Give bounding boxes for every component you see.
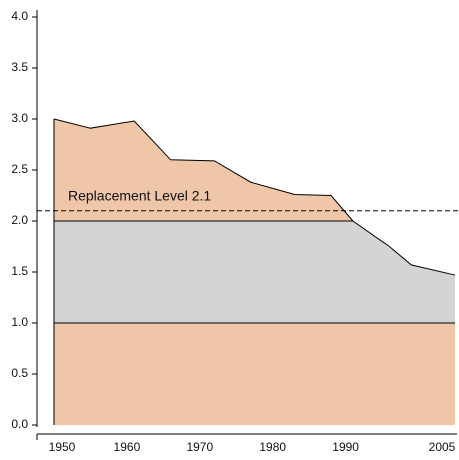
band-group	[54, 220, 455, 324]
x-tick-label: 1960	[114, 440, 141, 454]
x-tick-label: 1950	[49, 440, 76, 454]
x-tick-label: 2005	[429, 440, 456, 454]
y-tick-label: 1.0	[11, 315, 28, 329]
y-tick-label: 3.0	[11, 111, 28, 125]
x-tick-label: 1980	[259, 440, 286, 454]
y-tick-label: 0.0	[11, 417, 28, 431]
reference-label: Replacement Level 2.1	[68, 188, 211, 204]
y-tick-label: 2.0	[11, 213, 28, 227]
y-tick-label: 2.5	[11, 162, 28, 176]
y-tick-label: 4.0	[11, 9, 28, 23]
x-tick-label: 1990	[332, 440, 359, 454]
y-tick-label: 1.5	[11, 264, 28, 278]
band	[54, 221, 455, 323]
area-outline	[53, 118, 456, 276]
x-tick-label: 1970	[186, 440, 213, 454]
y-tick-label: 3.5	[11, 60, 28, 74]
y-tick-label: 0.5	[11, 366, 28, 380]
